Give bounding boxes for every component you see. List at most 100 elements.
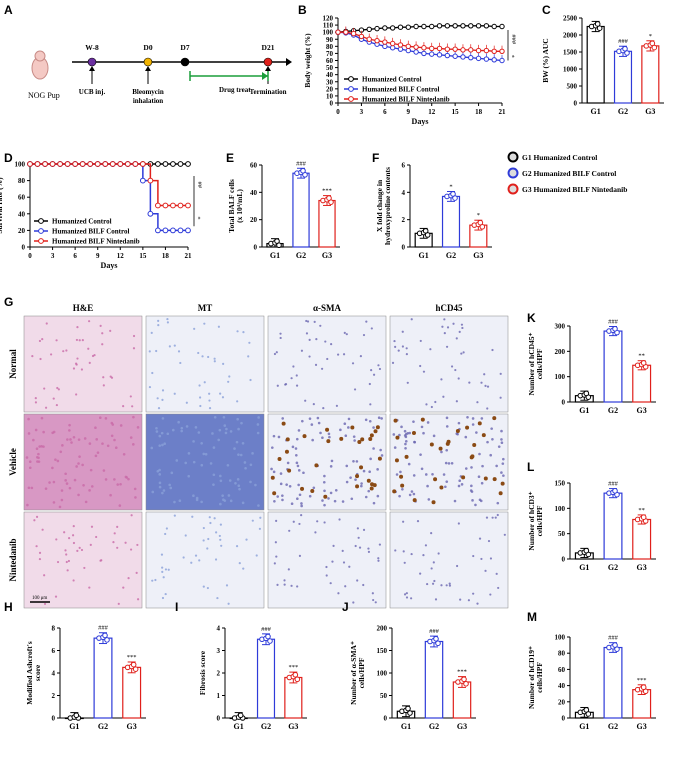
histology-cell <box>207 355 210 359</box>
data-point <box>422 228 429 234</box>
histology-cell <box>460 323 464 326</box>
histology-cell <box>227 380 230 383</box>
histology-cell <box>491 437 494 441</box>
bar <box>613 50 633 104</box>
y-tick-label: 2000 <box>563 32 578 40</box>
histology-cell <box>377 559 380 562</box>
histology-cell <box>457 377 460 380</box>
histology-cell <box>38 557 42 561</box>
histology-cell <box>34 428 38 432</box>
histology-cell <box>257 504 260 507</box>
histology-cell <box>489 453 493 457</box>
histology-brown-stain <box>470 454 475 459</box>
significance-label: *** <box>127 654 137 661</box>
panel-g: G H&E MT α-SMA hCD45 Normal Vehicle Nintedanib… <box>4 295 509 609</box>
histology-cell <box>406 381 409 384</box>
histology-cell <box>63 531 66 534</box>
panel-letter: D <box>4 151 13 165</box>
data-point <box>49 161 56 167</box>
data-point <box>79 161 86 167</box>
x-tick-label: G3 <box>637 563 647 572</box>
x-tick-label: 15 <box>452 108 460 116</box>
y-tick-label: 110 <box>323 22 334 30</box>
histology-cell <box>273 499 276 503</box>
histology-cell <box>251 452 254 455</box>
y-axis-label: Number of hCD3⁺ <box>527 491 536 550</box>
y-tick-label: 80 <box>558 650 566 658</box>
histology-brown-stain <box>477 421 482 426</box>
event-desc: Termination <box>249 88 286 96</box>
histology-cell <box>378 367 382 371</box>
histology-cell <box>167 568 170 571</box>
histology-cell <box>374 601 377 604</box>
histology-cell <box>317 421 321 425</box>
histology-cell <box>297 429 301 432</box>
histology-cell <box>471 423 475 426</box>
histology-cell <box>51 466 54 470</box>
histology-cell <box>259 516 262 519</box>
histology-cell <box>445 345 449 348</box>
histology-cell <box>447 462 451 465</box>
y-tick-label: 60 <box>558 666 566 674</box>
histology-cell <box>78 339 81 342</box>
x-tick-label: 0 <box>28 252 32 260</box>
histology-cell <box>244 466 247 470</box>
histology-cell <box>357 536 360 539</box>
significance-label: ### <box>608 481 619 488</box>
data-point <box>162 202 169 209</box>
histology-cell <box>420 467 424 471</box>
data-point <box>274 238 280 244</box>
histology-cell <box>200 500 203 504</box>
histology-cell <box>228 375 231 378</box>
x-tick-label: G3 <box>288 722 298 731</box>
histology-cell <box>460 483 464 486</box>
y-tick-label: 20 <box>558 698 566 706</box>
histology-cell <box>168 483 171 487</box>
histology-row-label: Nintedanib <box>8 538 18 581</box>
histology-cell <box>358 546 362 549</box>
y-tick-label: 0 <box>384 715 388 723</box>
histology-cell <box>316 520 319 523</box>
histology-cell <box>371 592 374 595</box>
histology-cell <box>161 570 164 573</box>
histology-cell <box>155 349 158 353</box>
data-point <box>622 45 628 52</box>
histology-cell <box>362 528 366 531</box>
data-point <box>185 227 191 234</box>
histology-cell <box>221 494 224 497</box>
histology-cell <box>480 481 484 485</box>
histology-cell <box>290 502 294 506</box>
histology-cell <box>272 434 276 438</box>
histology-cell <box>198 559 201 562</box>
histology-brown-stain <box>500 481 505 486</box>
histology-cell <box>460 352 463 355</box>
histology-cell <box>209 462 213 465</box>
series-line <box>337 25 502 33</box>
histology-cell <box>403 429 407 433</box>
histology-cell <box>353 388 357 391</box>
histology-cell <box>254 483 257 487</box>
data-point <box>132 666 139 672</box>
histology-cell <box>227 602 230 605</box>
histology-brown-stain <box>392 489 397 494</box>
histology-cell <box>405 353 408 356</box>
histology-cell <box>343 331 346 334</box>
histology-cell <box>330 343 333 346</box>
data-point <box>468 23 474 29</box>
y-tick-label: 20 <box>326 85 334 93</box>
histology-cell <box>300 504 303 508</box>
y-axis-label: cells/HPF <box>357 657 366 688</box>
histology-cell <box>84 500 88 504</box>
event-dot <box>143 57 153 67</box>
histology-cell <box>503 533 506 536</box>
histology-cell <box>255 554 258 557</box>
y-axis-label: Total BALF cells <box>227 179 236 233</box>
histology-brown-stain <box>481 433 486 438</box>
histology-brown-stain <box>438 446 443 451</box>
histology-cell <box>151 371 154 375</box>
data-point <box>57 161 63 167</box>
data-point <box>612 642 618 648</box>
significance-label: ### <box>608 319 619 326</box>
legend-entry: Humanized BILF Control <box>362 86 439 94</box>
histology-cell <box>88 442 92 445</box>
